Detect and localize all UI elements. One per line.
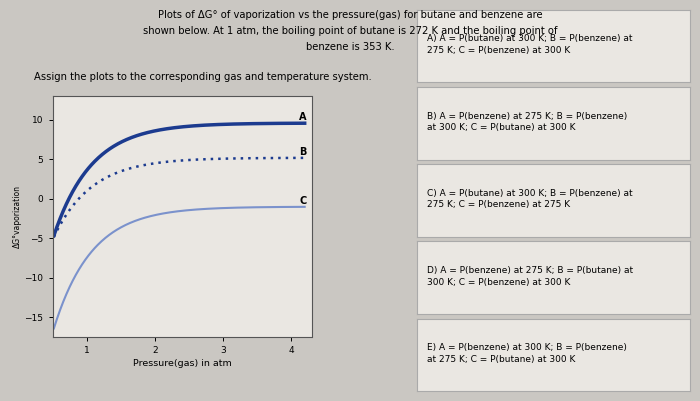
Text: E) A = P(benzene) at 300 K; B = P(benzene)
at 275 K; C = P(butane) at 300 K: E) A = P(benzene) at 300 K; B = P(benzen… — [428, 343, 627, 364]
X-axis label: Pressure(gas) in atm: Pressure(gas) in atm — [132, 359, 232, 368]
Text: C: C — [299, 196, 307, 206]
Text: Assign the plots to the corresponding gas and temperature system.: Assign the plots to the corresponding ga… — [34, 72, 372, 82]
Text: A: A — [299, 112, 307, 122]
Text: shown below. At 1 atm, the boiling point of butane is 272 K and the boiling poin: shown below. At 1 atm, the boiling point… — [143, 26, 557, 36]
Text: B: B — [299, 147, 307, 157]
Y-axis label: ΔG°vaporization: ΔG°vaporization — [13, 185, 22, 248]
Text: benzene is 353 K.: benzene is 353 K. — [306, 42, 394, 52]
Text: D) A = P(benzene) at 275 K; B = P(butane) at
300 K; C = P(benzene) at 300 K: D) A = P(benzene) at 275 K; B = P(butane… — [428, 266, 634, 287]
Text: B) A = P(benzene) at 275 K; B = P(benzene)
at 300 K; C = P(butane) at 300 K: B) A = P(benzene) at 275 K; B = P(benzen… — [428, 111, 628, 132]
Text: A) A = P(butane) at 300 K; B = P(benzene) at
275 K; C = P(benzene) at 300 K: A) A = P(butane) at 300 K; B = P(benzene… — [428, 34, 633, 55]
Text: Plots of ΔG° of vaporization vs the pressure(gas) for butane and benzene are: Plots of ΔG° of vaporization vs the pres… — [158, 10, 542, 20]
Text: C) A = P(butane) at 300 K; B = P(benzene) at
275 K; C = P(benzene) at 275 K: C) A = P(butane) at 300 K; B = P(benzene… — [428, 188, 633, 209]
